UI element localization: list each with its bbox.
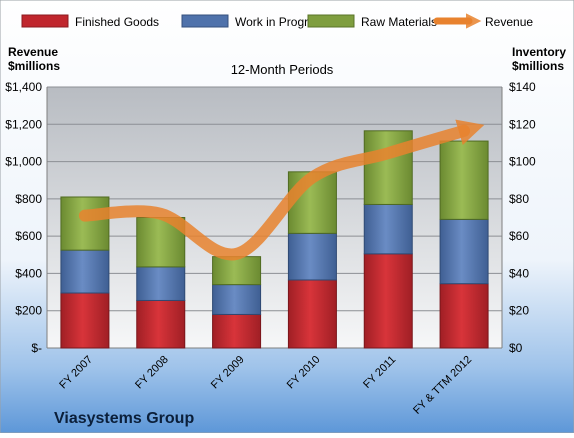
revenue-point [84, 215, 85, 216]
bar-finished-goods [212, 313, 262, 349]
revenue-point [312, 177, 313, 178]
bar-finished-goods [60, 292, 110, 349]
right-tick-label: $20 [509, 304, 529, 318]
revenue-point [388, 153, 389, 154]
right-tick-label: $60 [509, 229, 529, 243]
right-tick-label: $40 [509, 266, 529, 280]
legend: Finished Goods Work in Progress Raw Mate… [21, 13, 533, 29]
bar-work-in-progress [136, 266, 186, 301]
legend-label-work-in-progress: Work in Progress [235, 15, 327, 29]
bar-raw-materials [439, 140, 489, 220]
bar-finished-goods [439, 283, 489, 349]
revenue-point [464, 130, 465, 131]
left-axis-label-line2: $millions [8, 59, 60, 73]
right-axis-label-line2: $millions [512, 59, 564, 73]
bar-raw-materials [60, 196, 110, 251]
legend-swatch-raw-materials [307, 14, 355, 28]
legend-swatch-finished-goods [21, 14, 69, 28]
gridlines [46, 86, 503, 349]
revenue-line [78, 119, 485, 261]
legend-label-finished-goods: Finished Goods [75, 15, 159, 29]
left-axis-label-line1: Revenue [8, 45, 58, 59]
legend-label-raw-materials: Raw Materials [361, 15, 437, 29]
legend-label-revenue: Revenue [485, 15, 533, 29]
right-axis-label-line1: Inventory [512, 45, 566, 59]
right-tick-label: $120 [509, 117, 536, 131]
left-tick-label: $600 [15, 229, 42, 243]
legend-swatch-work-in-progress [181, 14, 229, 28]
left-tick-label: $200 [15, 304, 42, 318]
revenue-point [160, 213, 161, 214]
bar-finished-goods [287, 279, 337, 349]
left-tick-label: $400 [15, 266, 42, 280]
left-tick-label: $1,400 [5, 80, 42, 94]
chart-title: 12-Month Periods [231, 62, 334, 77]
right-tick-label: $0 [509, 341, 523, 355]
bar-finished-goods [363, 253, 413, 349]
left-axis-ticks: $- $200 $400 $600 $800 $1,000 $1,200 $1,400 [5, 80, 42, 355]
left-tick-label: $1,000 [5, 155, 42, 169]
bar-work-in-progress [60, 249, 110, 294]
bar-work-in-progress [287, 232, 337, 281]
revenue-series-line [78, 119, 485, 261]
left-tick-label: $- [31, 341, 42, 355]
left-tick-label: $1,200 [5, 117, 42, 131]
bar-raw-materials [212, 256, 262, 286]
left-tick-label: $800 [15, 192, 42, 206]
right-tick-label: $100 [509, 155, 536, 169]
bar-finished-goods [136, 299, 186, 349]
bar-work-in-progress [363, 203, 413, 255]
company-name: Viasystems Group [54, 410, 194, 427]
right-axis-ticks: $0 $20 $40 $60 $80 $100 $120 $140 [509, 80, 536, 355]
bar-work-in-progress [212, 284, 262, 315]
bars [60, 130, 489, 349]
right-tick-label: $80 [509, 192, 529, 206]
revenue-point [236, 253, 237, 254]
bar-work-in-progress [439, 218, 489, 285]
right-tick-label: $140 [509, 80, 536, 94]
